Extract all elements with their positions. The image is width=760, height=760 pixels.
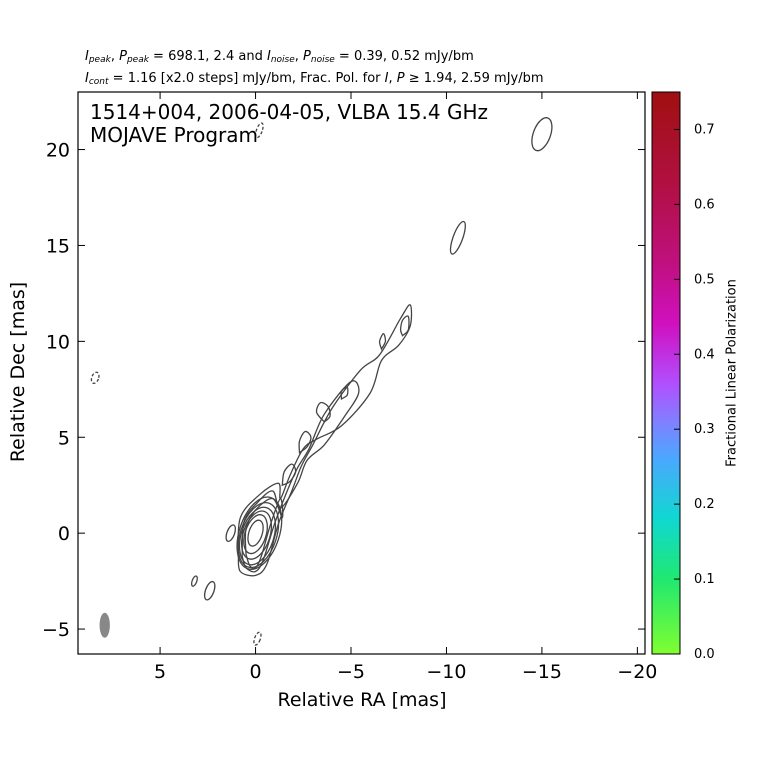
isolated-contour-1 — [190, 575, 198, 587]
i-peak-sub: peak — [88, 55, 111, 65]
colorbar-tick-label-4: 0.4 — [694, 347, 715, 362]
colorbar-tick-label-3: 0.3 — [694, 422, 715, 437]
isolated-contour-4 — [449, 220, 466, 255]
core-contour-4 — [237, 502, 280, 569]
core-contour-2 — [240, 510, 273, 560]
i-symbol: I — [384, 71, 389, 86]
colorbar-label: Fractional Linear Polarization — [724, 279, 740, 467]
jet-contour-8 — [399, 315, 410, 337]
frac-pol-text: ≥ 1.94, 2.59 mJy/bm — [404, 71, 544, 86]
i-cont-sub: cont — [88, 77, 109, 87]
header-line-1: Ipeak, Ppeak = 698.1, 2.4 and Inoise, Pn… — [85, 49, 474, 65]
jet-contour-4 — [298, 430, 312, 454]
jet-contour-1 — [241, 380, 360, 573]
core-contour-5 — [236, 496, 283, 570]
x-axis-label: Relative RA [mas] — [277, 689, 447, 711]
core-contour-0 — [247, 519, 264, 547]
jet-contour-7 — [378, 333, 387, 351]
chart-title-line-1: 1514+004, 2006-04-05, VLBA 15.4 GHz — [90, 100, 488, 124]
isolated-contour-2 — [203, 580, 216, 601]
jet-contour-3 — [281, 463, 297, 487]
negative-contour-6 — [254, 122, 264, 139]
y-tick-label-3: 10 — [46, 331, 70, 353]
p-symbol: P — [396, 71, 405, 86]
colorbar-tick-label-7: 0.7 — [694, 122, 715, 137]
p-noise-sub: noise — [310, 55, 335, 65]
jet-contour-0 — [237, 304, 413, 577]
header-sep-2: , — [294, 49, 304, 64]
colorbar — [651, 91, 681, 655]
x-tick-label-0: 5 — [154, 661, 166, 683]
y-tick-label-4: 15 — [46, 235, 70, 257]
colorbar-tick-label-2: 0.2 — [694, 497, 715, 512]
colorbar-tick-label-6: 0.6 — [694, 197, 715, 212]
negative-contour-5 — [90, 371, 100, 384]
y-tick-label-5: 20 — [46, 140, 70, 162]
core-contour-1 — [243, 514, 268, 555]
header-line-2: Icont = 1.16 [x2.0 steps] mJy/bm, Frac. … — [85, 71, 544, 87]
i-peak-symbol: I — [85, 49, 89, 64]
i-noise-symbol: I — [266, 49, 271, 64]
negative-contour-7 — [253, 631, 262, 646]
p-peak-symbol: P — [119, 49, 127, 64]
core-contour-3 — [238, 506, 277, 566]
y-tick-label-0: −5 — [42, 619, 70, 641]
x-tick-label-4: −15 — [522, 661, 562, 683]
x-tick-label-1: 0 — [249, 661, 261, 683]
isolated-contour-0 — [225, 524, 237, 543]
jet-contour-5 — [315, 401, 331, 423]
header-sep-3: , — [388, 71, 397, 86]
contour-text: = 1.16 [x2.0 steps] mJy/bm, Frac. Pol. f… — [108, 71, 385, 86]
y-axis-label: Relative Dec [mas] — [7, 281, 29, 463]
x-tick-label-5: −20 — [617, 661, 657, 683]
jet-contour-2 — [244, 497, 284, 570]
colorbar-tick-label-0: 0.0 — [694, 647, 715, 662]
peak-values: = 698.1, 2.4 and — [148, 49, 267, 64]
i-noise-sub: noise — [270, 55, 295, 65]
x-tick-label-3: −10 — [426, 661, 466, 683]
y-tick-label-2: 5 — [58, 427, 70, 449]
plot-frame — [77, 91, 646, 655]
chart-title-line-2: MOJAVE Program — [90, 123, 259, 147]
header-sep-1: , — [110, 49, 120, 64]
i-cont-symbol: I — [85, 71, 89, 86]
p-noise-symbol: P — [303, 49, 311, 64]
x-tick-label-2: −5 — [337, 661, 365, 683]
jet-contour-6 — [340, 386, 349, 401]
p-peak-sub: peak — [126, 55, 149, 65]
noise-values: = 0.39, 0.52 mJy/bm — [334, 49, 474, 64]
y-tick-label-1: 0 — [58, 523, 70, 545]
colorbar-tick-label-1: 0.1 — [694, 572, 715, 587]
isolated-contour-3 — [531, 117, 553, 152]
beam-ellipse — [99, 612, 110, 638]
colorbar-tick-label-5: 0.5 — [694, 272, 715, 287]
